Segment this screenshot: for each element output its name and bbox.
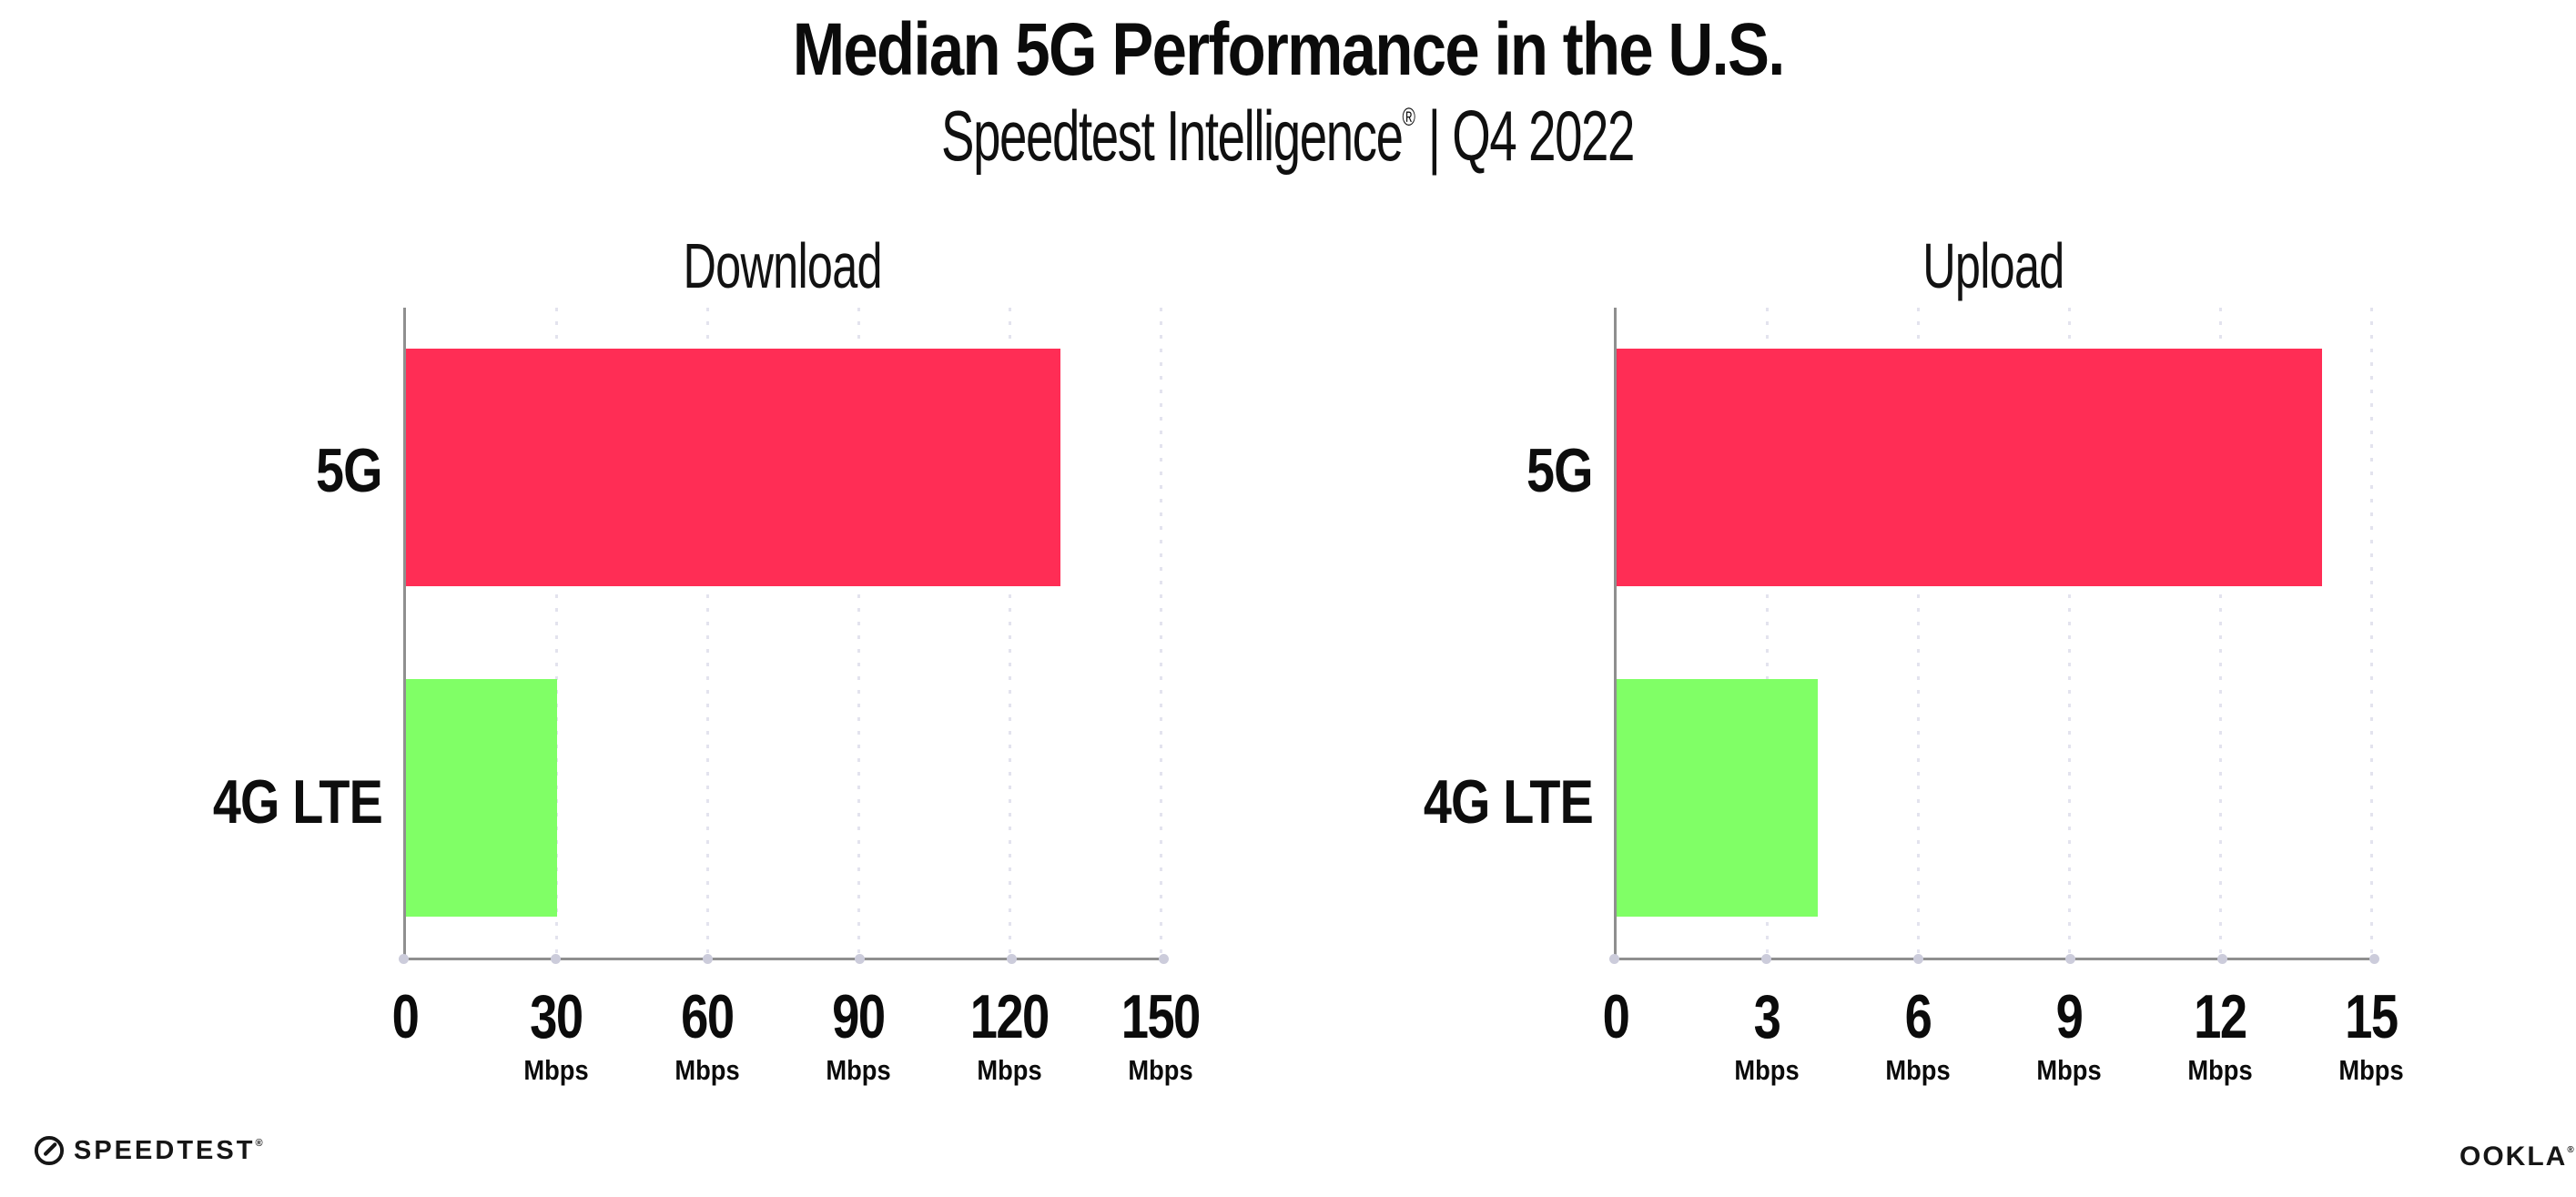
gridline	[706, 308, 709, 958]
y-axis-line	[1614, 308, 1617, 958]
page-title: Median 5G Performance in the U.S.	[792, 8, 1785, 91]
tick-dot	[399, 954, 409, 964]
page-subtitle: Speedtest Intelligence® | Q4 2022	[941, 95, 1636, 178]
bar-5g-upload	[1617, 349, 2322, 586]
download-x-ticks: 0 30 Mbps 60 Mbps 90 Mbps 120 Mbps 150 Mbps	[392, 981, 1202, 1127]
category-label-5g-download: 5G	[316, 436, 383, 505]
gridline	[2068, 308, 2071, 958]
gridline	[1917, 308, 1920, 958]
subtitle-wrap: Speedtest Intelligence® | Q4 2022	[0, 95, 2576, 178]
x-tick-label: 120 Mbps	[970, 982, 1050, 1086]
subtitle-quarter: | Q4 2022	[1415, 96, 1636, 176]
tick-dot	[1913, 954, 1923, 964]
bar-5g-download	[406, 349, 1061, 586]
tick-dot	[2369, 954, 2379, 964]
x-tick-label: 150 Mbps	[1121, 982, 1202, 1086]
category-label-4g-upload: 4G LTE	[1423, 767, 1594, 837]
gridline	[2219, 308, 2222, 958]
tick-dot	[1609, 954, 1619, 964]
gridline	[1766, 308, 1769, 958]
bar-4g-lte-download	[406, 679, 557, 917]
x-axis-line	[1609, 954, 2379, 964]
gridline	[555, 308, 558, 958]
upload-x-ticks: 0 3 Mbps 6 Mbps 9 Mbps 12 Mbps 15 Mbps	[1603, 981, 2404, 1127]
tick-dot	[703, 954, 713, 964]
x-tick-label: 3 Mbps	[1734, 982, 1800, 1086]
subtitle-brand: Speedtest Intelligence	[941, 96, 1405, 176]
upload-panel-title: Upload	[1922, 230, 2064, 301]
x-axis-line	[399, 954, 1169, 964]
tick-dot	[855, 954, 865, 964]
x-tick-label: 6 Mbps	[1885, 982, 1951, 1086]
gridline	[857, 308, 860, 958]
x-tick-label: 60 Mbps	[674, 982, 740, 1086]
ookla-wordmark: OOKLA®	[2459, 1141, 2574, 1172]
registered-mark: ®	[255, 1137, 263, 1149]
x-tick-label: 30 Mbps	[523, 982, 589, 1086]
download-chart-plot	[399, 308, 1169, 964]
download-panel-title: Download	[683, 230, 883, 301]
header: Median 5G Performance in the U.S.	[0, 7, 2576, 93]
speedtest-logo: SPEEDTEST®	[33, 1134, 263, 1167]
gridline	[2370, 308, 2373, 958]
x-tick-label: 9 Mbps	[2036, 982, 2102, 1086]
category-label-4g-download: 4G LTE	[212, 767, 383, 837]
x-tick-label: 12 Mbps	[2187, 982, 2253, 1086]
ookla-logo: OOKLA®	[2459, 1141, 2574, 1172]
bar-4g-lte-upload	[1617, 679, 1819, 917]
x-tick-label: 90 Mbps	[826, 982, 891, 1086]
gauge-icon	[34, 1135, 65, 1166]
tick-dot	[1761, 954, 1771, 964]
x-tick-label: 15 Mbps	[2338, 982, 2404, 1086]
gridline	[1160, 308, 1162, 958]
tick-dot	[2065, 954, 2075, 964]
x-tick-label: 0	[391, 982, 420, 1051]
upload-chart-plot	[1609, 308, 2379, 964]
tick-dot	[551, 954, 561, 964]
x-tick-label: 0	[1602, 982, 1630, 1051]
tick-dot	[1007, 954, 1017, 964]
registered-mark: ®	[1403, 103, 1416, 131]
gridline	[1009, 308, 1011, 958]
y-axis-line	[403, 308, 406, 958]
tick-dot	[2217, 954, 2227, 964]
speedtest-wordmark: SPEEDTEST®	[74, 1135, 263, 1165]
tick-dot	[1159, 954, 1169, 964]
registered-mark: ®	[2567, 1145, 2574, 1155]
category-label-5g-upload: 5G	[1526, 436, 1594, 505]
